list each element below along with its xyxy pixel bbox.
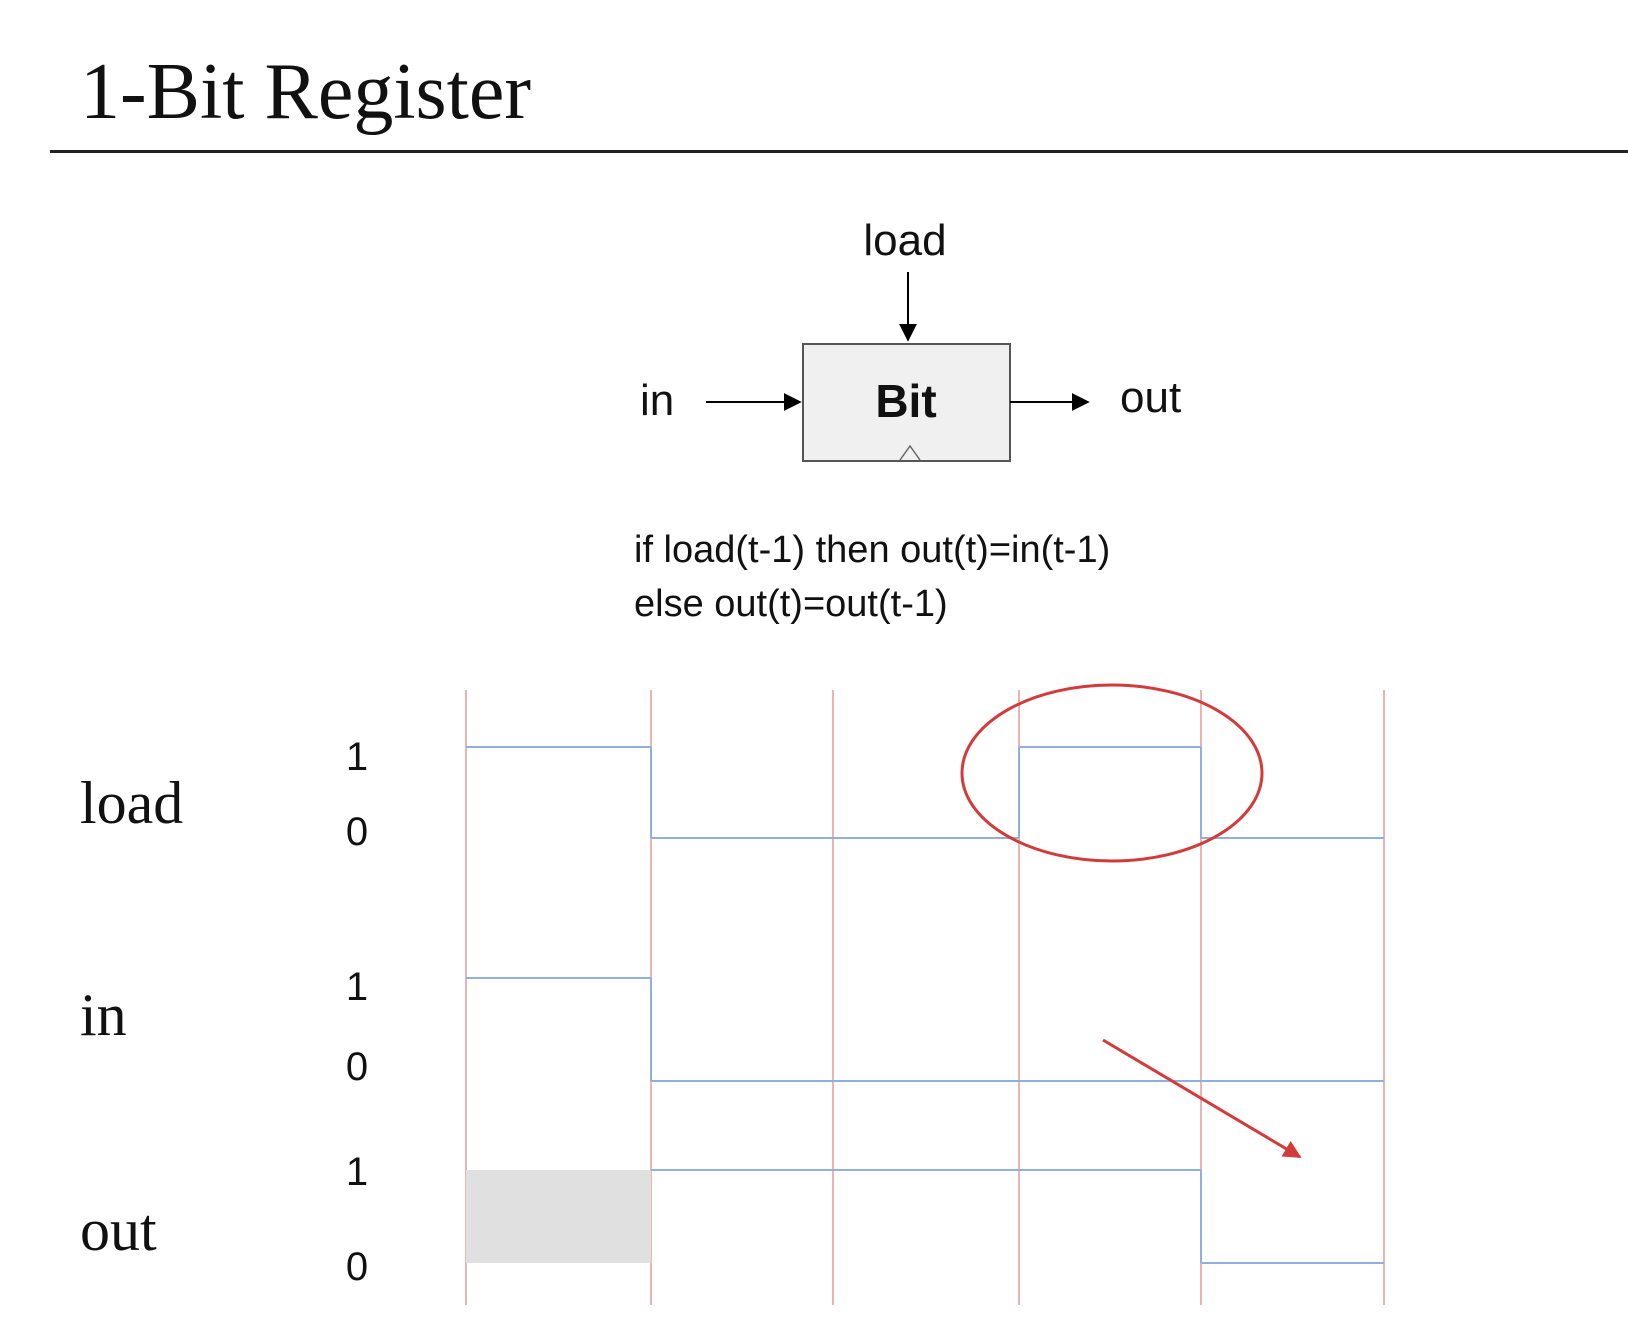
out-output-label: out — [1120, 373, 1181, 422]
load-control-label: load — [863, 216, 946, 265]
level-label-high-in: 1 — [346, 965, 368, 1009]
level-label-high-out: 1 — [346, 1150, 368, 1194]
chip-diagram: load in Bit out — [640, 216, 1181, 461]
level-label-low-in: 0 — [346, 1045, 368, 1089]
in-input-label: in — [640, 376, 674, 425]
signal-name-load: load — [80, 770, 183, 836]
unknown-region-out-0 — [466, 1170, 651, 1263]
level-label-low-out: 0 — [346, 1245, 368, 1289]
level-label-high-load: 1 — [346, 735, 368, 779]
bit-chip-label: Bit — [875, 375, 936, 427]
timing-diagram: load 1 0 in 1 0 out 1 0 — [80, 690, 1384, 1305]
annotation-circle — [962, 685, 1262, 861]
signal-name-out: out — [80, 1197, 157, 1263]
level-label-low-load: 0 — [346, 810, 368, 854]
signal-name-in: in — [80, 982, 127, 1048]
spec-line-2: else out(t)=out(t-1) — [634, 583, 948, 625]
spec-line-1: if load(t-1) then out(t)=in(t-1) — [634, 529, 1110, 571]
